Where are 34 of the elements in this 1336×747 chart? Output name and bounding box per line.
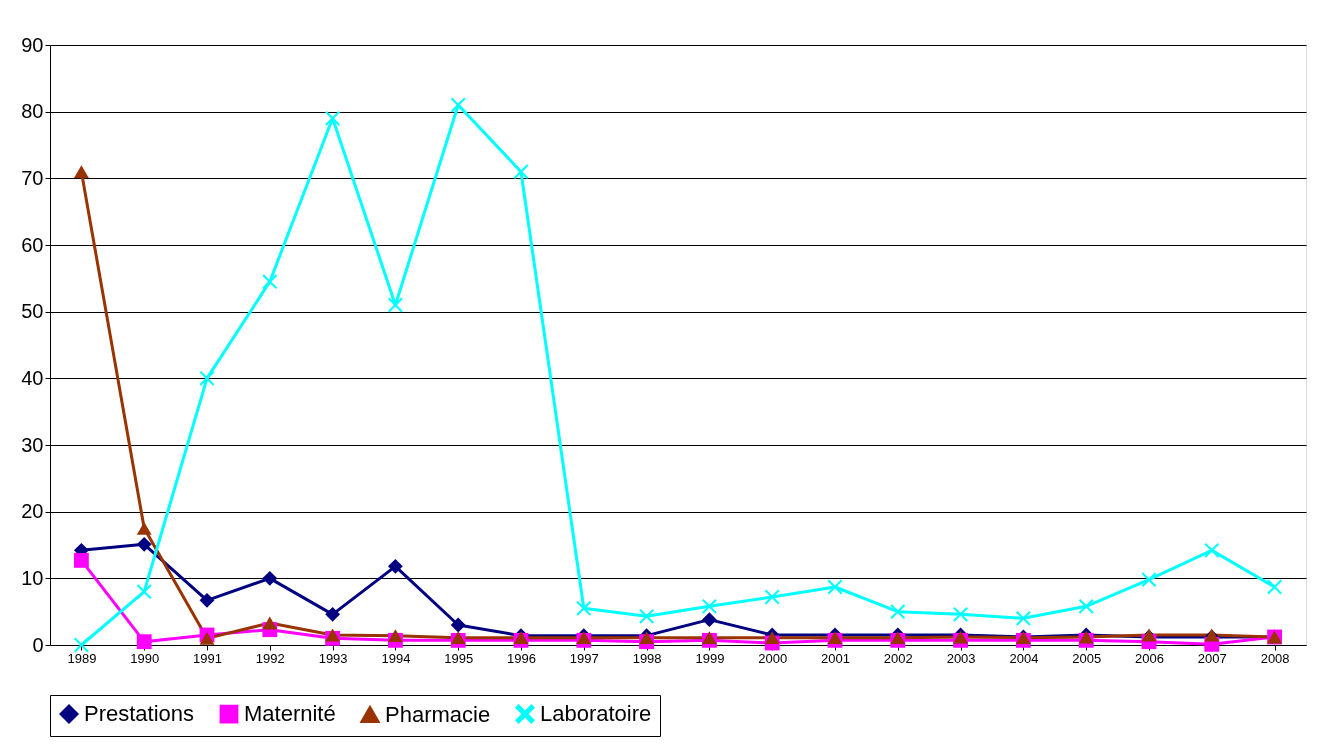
x-tick-label: 2005 xyxy=(1072,650,1102,666)
y-tick-label: 10 xyxy=(21,566,44,589)
legend-label: Pharmacie xyxy=(385,701,491,727)
x-tick-label: 2007 xyxy=(1197,650,1227,666)
legend-label: Laboratoire xyxy=(540,701,652,727)
x-tick-label: 1997 xyxy=(569,650,599,666)
x-tick-label: 1989 xyxy=(67,650,97,666)
y-tick-label: 30 xyxy=(21,433,44,456)
y-tick-label: 80 xyxy=(21,100,44,123)
x-tick-label: 1992 xyxy=(255,650,285,666)
x-tick-label: 2004 xyxy=(1009,650,1039,666)
legend-label: Maternité xyxy=(244,701,336,727)
x-tick-label: 1994 xyxy=(381,650,411,666)
y-tick-label: 60 xyxy=(21,233,44,256)
y-tick-label: 0 xyxy=(32,633,44,656)
x-tick-label: 1990 xyxy=(130,650,160,666)
x-tick-label: 1993 xyxy=(318,650,348,666)
y-tick-label: 40 xyxy=(21,366,44,389)
x-tick-label: 1998 xyxy=(632,650,662,666)
y-tick-label: 90 xyxy=(21,33,44,56)
x-tick-label: 2006 xyxy=(1135,650,1164,666)
x-tick-label: 2003 xyxy=(946,650,976,666)
x-tick-label: 2000 xyxy=(758,650,788,666)
y-tick-label: 70 xyxy=(21,166,44,189)
x-tick-label: 1995 xyxy=(444,650,474,666)
y-tick-label: 50 xyxy=(21,300,44,323)
x-tick-label: 2002 xyxy=(883,650,913,666)
x-tick-label: 1996 xyxy=(507,650,536,666)
y-tick-label: 20 xyxy=(21,500,44,523)
x-tick-label: 2008 xyxy=(1260,650,1290,666)
x-tick-label: 1991 xyxy=(193,650,222,666)
x-tick-label: 2001 xyxy=(821,650,850,666)
legend-label: Prestations xyxy=(84,701,195,727)
x-tick-label: 1999 xyxy=(695,650,725,666)
